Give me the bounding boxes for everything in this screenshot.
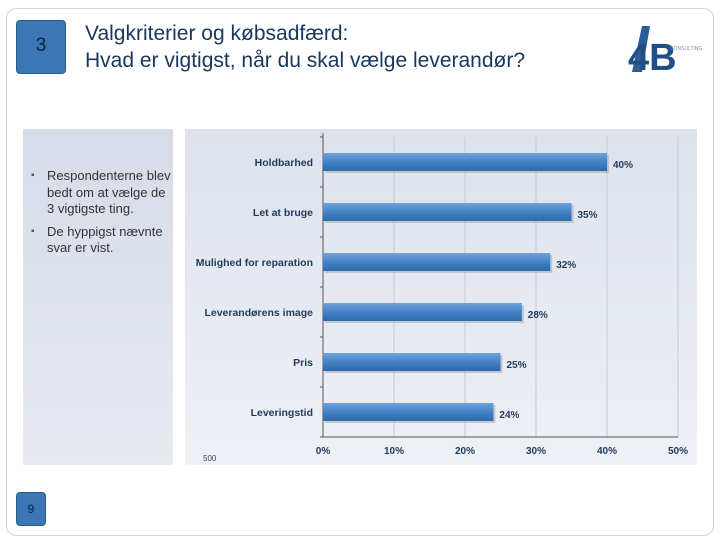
category-label: Leveringstid	[251, 407, 313, 419]
bar	[323, 353, 501, 371]
bar	[323, 203, 572, 221]
bar	[323, 403, 494, 421]
slide-title: Valgkriterier og købsadfærd: Hvad er vig…	[85, 20, 625, 74]
value-label: 35%	[578, 210, 598, 221]
category-label: Let at bruge	[253, 207, 313, 219]
bar	[323, 303, 522, 321]
chart-footnote: 500	[203, 454, 217, 463]
bar	[323, 153, 607, 171]
slide-number-badge: 3	[16, 20, 66, 74]
bar	[323, 253, 551, 271]
x-tick-label: 50%	[668, 446, 688, 457]
category-label: Mulighed for reparation	[196, 257, 313, 269]
page-number: 9	[27, 502, 35, 516]
page-number-badge: 9	[16, 492, 46, 526]
x-tick-label: 20%	[455, 446, 475, 457]
value-label: 40%	[613, 160, 633, 171]
category-label: Pris	[293, 357, 313, 369]
bar-chart: 0% 10% 20% 30% 40% 50% Holdbarhed 40% Let at bru…	[185, 129, 697, 465]
x-tick-label: 40%	[597, 446, 617, 457]
logo-text: 4B	[628, 37, 677, 78]
slide-frame	[6, 8, 714, 536]
x-tick-label: 0%	[316, 446, 331, 457]
bullet-item: Respondenterne blev bedt om at vælge de …	[31, 168, 176, 218]
company-logo: 4B CONSULTING	[628, 26, 703, 78]
chart-svg: 0% 10% 20% 30% 40% 50% Holdbarhed 40% Let at bru…	[196, 133, 688, 463]
logo-subtext: CONSULTING	[670, 46, 703, 52]
x-tick-label: 10%	[384, 446, 404, 457]
value-label: 28%	[528, 310, 548, 321]
category-label: Holdbarhed	[255, 157, 313, 169]
slide-number: 3	[35, 35, 47, 56]
x-tick-label: 30%	[526, 446, 546, 457]
title-line-2: Hvad er vigtigst, når du skal vælge leve…	[85, 49, 526, 72]
category-label: Leverandørens image	[204, 307, 313, 319]
value-label: 32%	[556, 260, 576, 271]
title-line-1: Valgkriterier og købsadfærd:	[85, 22, 349, 45]
bullet-list: Respondenterne blev bedt om at vælge de …	[31, 168, 176, 263]
value-label: 25%	[507, 360, 527, 371]
bullet-item: De hyppigst nævnte svar er vist.	[31, 224, 176, 257]
value-label: 24%	[499, 410, 519, 421]
